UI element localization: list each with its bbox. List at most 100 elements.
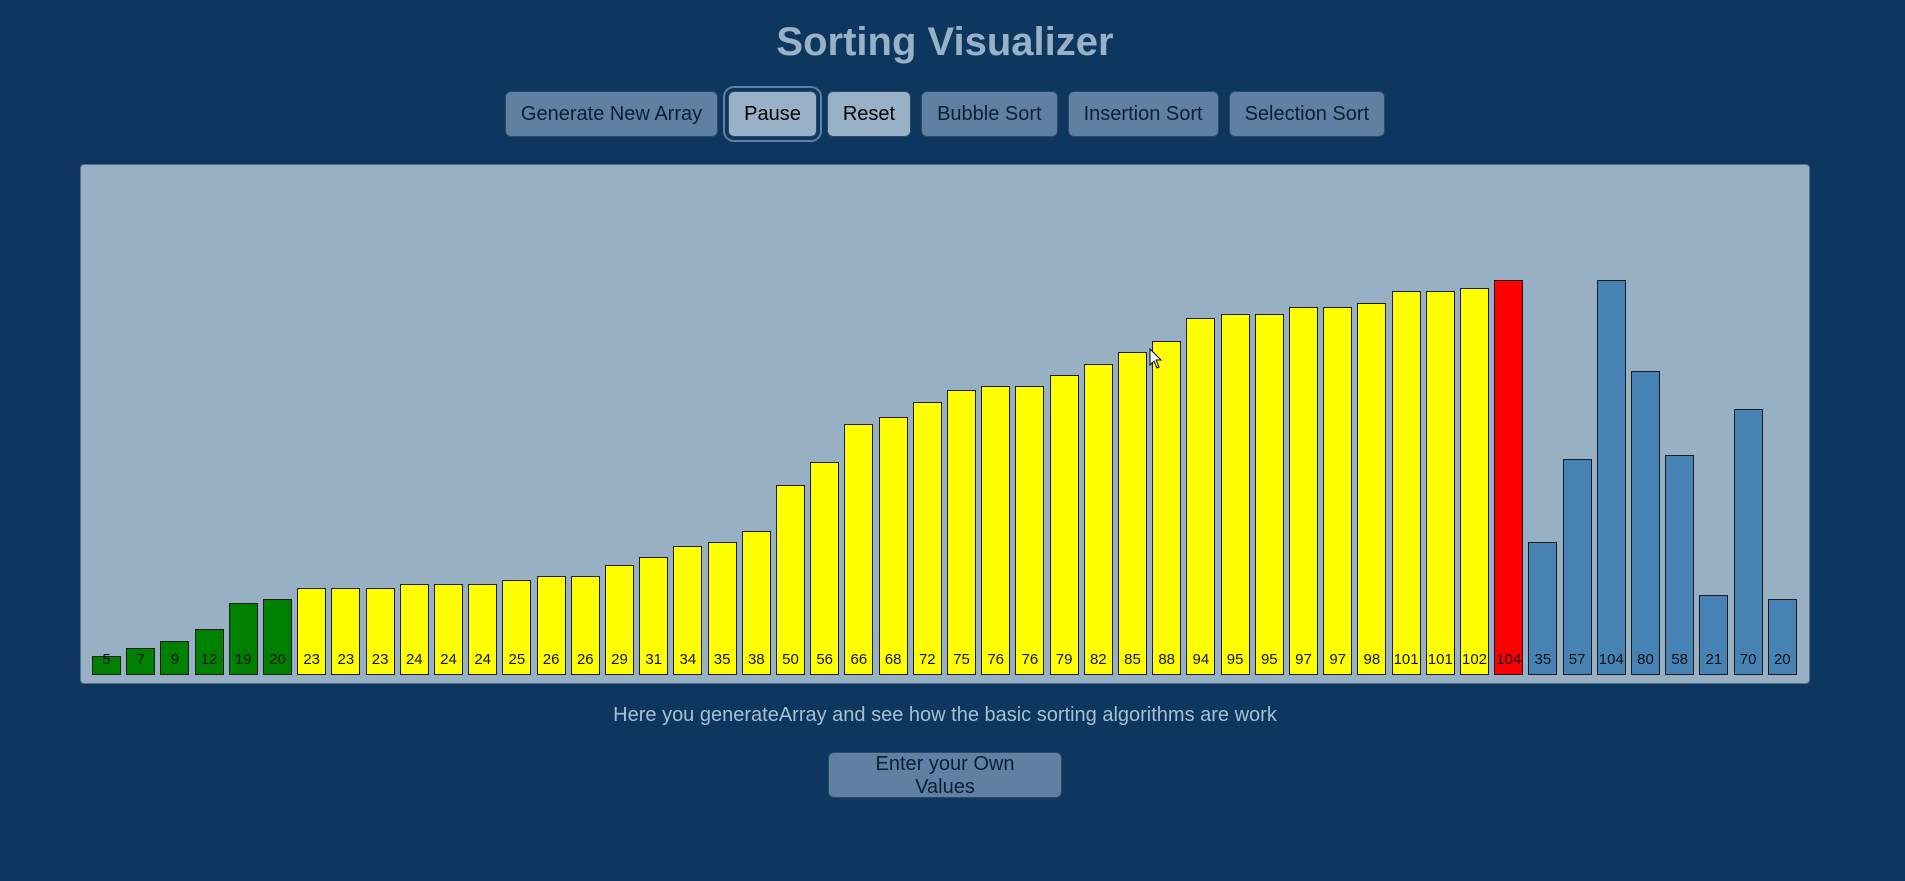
bar-value-label: 104 xyxy=(1598,651,1624,668)
array-bar: 31 xyxy=(639,557,669,675)
description-text: Here you generateArray and see how the b… xyxy=(613,704,1277,726)
array-bar: 29 xyxy=(605,565,634,675)
array-bar: 9 xyxy=(160,641,190,675)
array-bar: 38 xyxy=(741,531,771,675)
bar-value-label: 66 xyxy=(850,651,868,668)
bar-value-label: 34 xyxy=(679,651,697,668)
bar-value-label: 23 xyxy=(337,651,355,668)
bar-value-label: 5 xyxy=(102,651,111,668)
bar-value-label: 29 xyxy=(611,651,628,668)
bar-value-label: 79 xyxy=(1055,651,1073,668)
insertion-sort-button[interactable]: Insertion Sort xyxy=(1067,91,1219,137)
bar-value-label: 97 xyxy=(1295,651,1312,668)
array-bar: 82 xyxy=(1083,364,1113,675)
enter-own-values-button[interactable]: Enter your Own Values xyxy=(828,752,1062,798)
bar-value-label: 98 xyxy=(1363,651,1381,668)
bar-value-label: 57 xyxy=(1568,651,1586,668)
bar-value-label: 26 xyxy=(576,651,594,668)
bar-value-label: 35 xyxy=(713,651,731,668)
array-bar: 34 xyxy=(673,546,703,675)
array-bar: 72 xyxy=(912,402,942,675)
array-bar: 5 xyxy=(92,652,121,675)
bar-value-label: 20 xyxy=(1773,651,1791,668)
array-bar: 50 xyxy=(776,485,805,675)
bar-value-label: 104 xyxy=(1496,651,1522,668)
bar-value-label: 95 xyxy=(1226,651,1244,668)
bar-value-label: 101 xyxy=(1393,651,1419,668)
bar-chart-canvas: 5 7 9 12 19 20 23 23 23 24 24 24 25 26 26 29 31 34 35 38 50 5… xyxy=(80,164,1810,684)
bar-value-label: 24 xyxy=(405,651,423,668)
bar-value-label: 19 xyxy=(234,651,252,668)
bar-value-label: 82 xyxy=(1089,651,1107,668)
array-bar: 23 xyxy=(365,588,395,675)
bar-value-label: 23 xyxy=(303,651,321,668)
bar-value-label: 75 xyxy=(953,651,970,668)
array-bar: 25 xyxy=(502,580,532,675)
bar-value-label: 58 xyxy=(1671,651,1689,668)
array-bar: 98 xyxy=(1357,303,1387,675)
array-bar: 101 xyxy=(1425,291,1455,675)
selection-sort-button[interactable]: Selection Sort xyxy=(1228,91,1386,137)
bar-value-label: 88 xyxy=(1158,651,1176,668)
bar-value-label: 31 xyxy=(645,651,663,668)
array-bar: 79 xyxy=(1049,375,1079,675)
array-bar: 76 xyxy=(1015,386,1045,675)
array-bar: 24 xyxy=(434,584,463,675)
bar-value-label: 68 xyxy=(884,651,902,668)
bar-value-label: 7 xyxy=(136,651,145,668)
array-bar: 80 xyxy=(1631,371,1660,675)
bar-value-label: 38 xyxy=(747,651,765,668)
bar-value-label: 70 xyxy=(1739,651,1757,668)
array-bar: 7 xyxy=(126,648,156,675)
array-bar: 56 xyxy=(810,462,840,675)
bar-value-label: 9 xyxy=(170,651,180,668)
array-bar: 26 xyxy=(536,576,566,675)
bubble-sort-button[interactable]: Bubble Sort xyxy=(921,91,1058,137)
array-bar: 24 xyxy=(468,584,498,675)
array-bar: 19 xyxy=(228,603,258,675)
bar-value-label: 23 xyxy=(371,651,389,668)
array-bar: 102 xyxy=(1460,288,1489,675)
array-bar: 20 xyxy=(263,599,292,675)
array-bar: 26 xyxy=(570,576,600,675)
bar-value-label: 25 xyxy=(508,651,526,668)
bar-value-label: 76 xyxy=(987,651,1005,668)
bar-value-label: 76 xyxy=(1021,651,1039,668)
array-bar: 21 xyxy=(1699,595,1729,675)
array-bar: 20 xyxy=(1767,599,1797,675)
bar-value-label: 24 xyxy=(440,651,457,668)
array-bar: 75 xyxy=(947,390,976,675)
array-bar: 97 xyxy=(1323,307,1353,675)
generate-new-array-button[interactable]: Generate New Array xyxy=(504,91,719,137)
bar-value-label: 20 xyxy=(269,651,286,668)
pause-button[interactable]: Pause xyxy=(728,91,817,137)
array-bar: 66 xyxy=(844,424,874,675)
array-bar: 88 xyxy=(1152,341,1182,675)
array-bar: 23 xyxy=(297,588,327,675)
bar-value-label: 56 xyxy=(816,651,834,668)
array-bar: 104 xyxy=(1494,280,1524,675)
bar-value-label: 24 xyxy=(474,651,492,668)
array-bar: 94 xyxy=(1186,318,1216,675)
array-bar: 97 xyxy=(1289,307,1318,675)
mouse-cursor-icon xyxy=(1149,348,1163,369)
bar-value-label: 50 xyxy=(782,651,799,668)
bar-value-label: 26 xyxy=(542,651,560,668)
page-title: Sorting Visualizer xyxy=(776,20,1114,64)
array-bar: 24 xyxy=(399,584,429,675)
array-bar: 85 xyxy=(1118,352,1147,675)
reset-button[interactable]: Reset xyxy=(826,91,912,137)
array-bar: 12 xyxy=(194,629,224,675)
bar-value-label: 95 xyxy=(1260,651,1278,668)
array-bar: 58 xyxy=(1665,455,1695,675)
array-bar: 95 xyxy=(1220,314,1250,675)
array-bar: 95 xyxy=(1254,314,1284,675)
bar-value-label: 35 xyxy=(1534,651,1552,668)
bar-value-label: 102 xyxy=(1461,651,1488,668)
array-bar: 101 xyxy=(1391,291,1421,675)
bar-value-label: 97 xyxy=(1329,651,1347,668)
array-bar: 104 xyxy=(1596,280,1626,675)
toolbar: Generate New Array Pause Reset Bubble So… xyxy=(0,91,1890,137)
array-bar: 68 xyxy=(878,417,908,675)
array-bar: 76 xyxy=(981,386,1011,675)
